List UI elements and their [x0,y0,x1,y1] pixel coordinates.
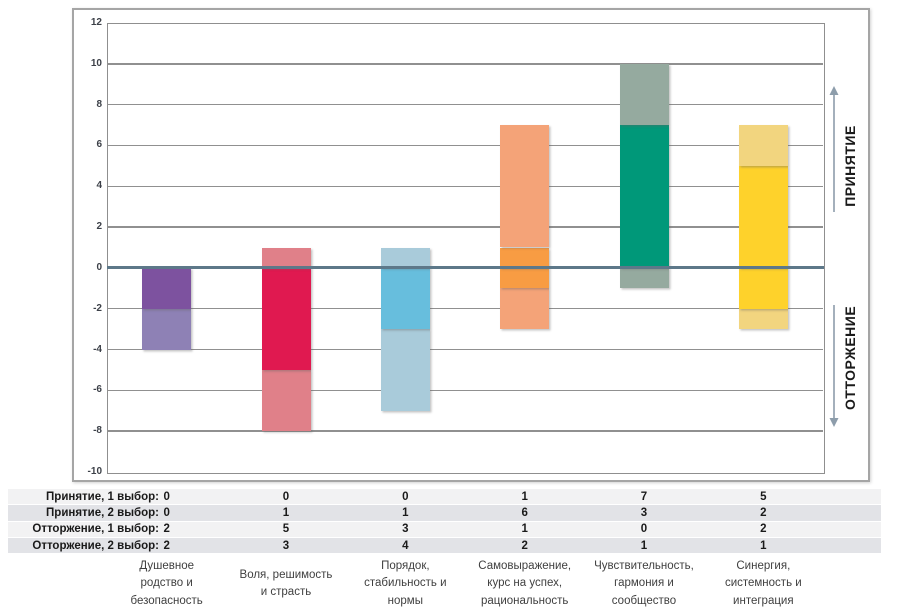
y-tick-label: 0 [96,261,102,273]
bar-segment [738,165,788,268]
row-label: Принятие, 2 выбор: [46,506,159,519]
table-row: Принятие, 2 выбор: 0 1 1 6 3 2 [8,505,881,521]
table-cell: 2 [163,523,170,536]
table-cell: 1 [282,506,290,519]
table-cell: 6 [521,506,528,519]
category-label: Самовыражение, курс на успех, рациональн… [478,559,572,607]
page: { "annotations": { "acceptance": "ПРИНЯТ… [8,8,881,607]
table-cell: 2 [521,539,528,552]
gridline [107,185,823,187]
y-tick-label: 2 [96,221,102,233]
row-label: Принятие, 1 выбор: [46,490,159,503]
y-tick-label: 8 [96,98,102,110]
table-row: Отторжение, 1 выбор: 2 5 3 1 0 2 [8,521,881,537]
table-cell: 0 [402,490,409,503]
table-cell: 7 [640,490,648,503]
table-cell: 3 [402,523,409,536]
table-row: Отторжение, 2 выбор: 2 3 4 2 1 1 [8,537,881,554]
bar-segment [500,247,550,268]
table-cell: 0 [282,490,290,503]
table-cell: 3 [640,506,648,519]
table-cell: 4 [402,539,409,552]
table-cell: 5 [760,490,767,503]
bar-segment [619,267,669,289]
y-tick-label: 10 [90,57,102,69]
y-tick-label: -4 [93,343,102,355]
table-cell: 1 [640,539,648,552]
y-tick-label: -8 [93,425,102,437]
bar-segment [261,369,311,432]
bar-segment [380,247,430,268]
bar-segment [500,288,550,330]
bar-segment [619,125,669,268]
row-label: Отторжение, 1 выбор: [32,523,159,536]
category-label: Порядок, стабильность и нормы [364,559,447,607]
gridline [107,308,823,310]
bar-segment [142,267,192,309]
y-tick-label: -10 [87,466,102,477]
table-cell: 1 [521,523,528,536]
acceptance-axis-label: ПРИНЯТИЕ [842,125,858,207]
table-row: Принятие, 1 выбор: 0 0 0 1 7 5 [8,489,881,505]
bar-segment [738,267,788,309]
row-label: Отторжение, 2 выбор: [32,539,159,552]
bar-segment [500,267,550,289]
gridline [107,430,823,432]
category-label: Душевное родство и безопасность [130,559,203,607]
bar-segment [380,329,430,411]
bar-segment [738,125,788,166]
bar-segment [261,247,311,268]
table-cell: 1 [521,490,528,503]
table-cell: 1 [760,539,767,552]
bar-segment [142,308,192,350]
gridline [107,348,823,351]
gridline [107,389,823,392]
bar-segment [738,308,788,330]
acceptance-arrow-up-icon [829,86,839,212]
table-cell: 5 [282,523,290,536]
zero-baseline [107,266,824,270]
table-cell: 1 [402,506,409,519]
y-tick-label: -2 [93,302,102,314]
y-tick-label: 6 [96,139,102,151]
gridline [107,144,823,147]
table-cell: 0 [163,506,170,519]
y-tick-label: -6 [93,384,102,396]
table-cell: 2 [760,506,767,519]
bar-segment [261,267,311,370]
y-tick-label: 12 [90,17,102,28]
y-tick-label: 4 [96,180,102,192]
gridline [107,103,823,106]
bar-segment [380,267,430,330]
category-label: Синергия, системность и интеграция [724,559,802,607]
table-cell: 0 [640,523,648,536]
table-cell: 0 [163,490,170,503]
gridline [107,63,823,65]
bar-segment [500,125,550,248]
category-label: Воля, решимость и страсть [239,568,333,599]
table-cell: 2 [163,539,170,552]
bar-segment [619,63,669,126]
rejection-axis-label: ОТТОРЖЕНИЕ [842,305,858,410]
category-label: Чувствительность, гармония и сообщество [594,559,694,607]
gridline [107,226,823,228]
plot-area [107,23,825,474]
rejection-arrow-down-icon [829,305,839,427]
table-cell: 3 [282,539,290,552]
table-cell: 2 [760,523,767,536]
